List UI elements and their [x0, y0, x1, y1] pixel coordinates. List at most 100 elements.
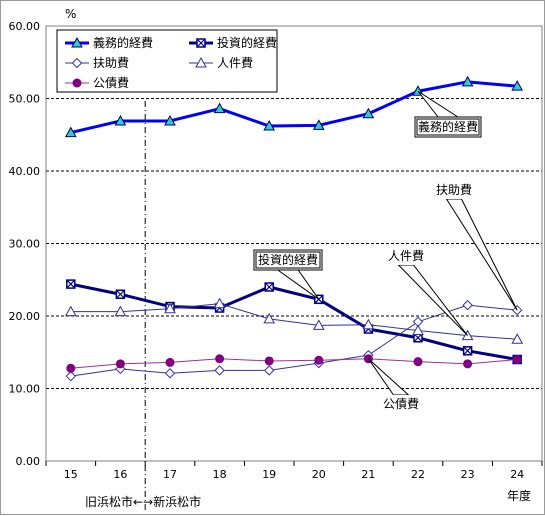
- legend-swatch-marker-1: [196, 38, 206, 48]
- series-4: [66, 354, 522, 373]
- legend-swatch-marker-0: [71, 36, 83, 48]
- series-line-0: [70, 80, 518, 135]
- data-point-2-0: [65, 370, 77, 382]
- data-point-0-1: [114, 114, 127, 126]
- callout-box-2: [253, 249, 323, 271]
- legend-item-0: 義務的経費: [65, 35, 153, 50]
- callout-0: 義務的経費: [414, 90, 482, 138]
- data-point-4-3: [215, 354, 225, 364]
- data-point-4-4: [264, 356, 274, 366]
- callout-label-0: 義務的経費: [418, 119, 478, 134]
- callout-pointer-4: [367, 358, 410, 396]
- data-point-1-4: [264, 282, 274, 292]
- x-tick-label: 15: [64, 468, 78, 481]
- callout-label-1: 扶助費: [436, 182, 472, 197]
- legend-item-2: 扶助費: [65, 55, 129, 70]
- x-tick-label: 17: [163, 468, 177, 481]
- x-tick-label: 20: [312, 468, 326, 481]
- callout-box-0: [414, 116, 482, 138]
- data-point-3-3: [213, 297, 226, 309]
- callout-label-4: 公債費: [383, 396, 419, 411]
- data-point-2-8: [462, 299, 473, 311]
- data-point-1-0-x2: [66, 279, 76, 289]
- series-line-2: [70, 304, 518, 377]
- legend-item-4: 公債費: [65, 75, 129, 90]
- legend-box: [56, 29, 278, 93]
- data-point-0-2: [164, 114, 176, 126]
- x-tick-label: 18: [213, 468, 227, 481]
- data-point-1-7: [413, 333, 423, 343]
- data-point-4-0: [66, 363, 76, 373]
- legend-label-4: 公債費: [93, 75, 129, 90]
- x-tick-label: 19: [262, 468, 276, 481]
- data-point-1-0: [66, 279, 76, 289]
- legend-item-1: 投資的経費: [189, 35, 277, 50]
- data-point-1-8-x2: [463, 346, 473, 356]
- y-tick-label: 50.00: [9, 93, 41, 106]
- y-tick-label: 30.00: [9, 238, 41, 251]
- callout-pointer-3: [397, 264, 468, 336]
- data-point-0-3: [213, 102, 226, 114]
- legend-label-2: 扶助費: [93, 55, 129, 70]
- callout-4: 公債費: [367, 358, 426, 413]
- series-0: [64, 75, 524, 138]
- x-tick-label: 16: [113, 468, 127, 481]
- callout-bg-1: [429, 181, 479, 199]
- data-point-2-2: [164, 368, 176, 379]
- legend-swatch-marker-3: [195, 56, 207, 68]
- data-point-1-1: [115, 289, 126, 299]
- data-point-3-0: [64, 305, 77, 317]
- data-point-4-5: [314, 355, 324, 365]
- callout-2: 投資的経費: [253, 249, 323, 300]
- data-point-1-8: [462, 346, 473, 356]
- data-point-3-1: [114, 305, 127, 317]
- data-point-1-4-x2: [264, 282, 274, 292]
- data-point-3-4: [263, 312, 276, 324]
- data-point-0-9: [511, 80, 524, 91]
- x-axis: 15 16 17 18 19 20 21 22 23 24: [45, 461, 543, 481]
- callout-1: 扶助費: [429, 181, 518, 311]
- legend-item-3: 人件費: [189, 55, 253, 70]
- callout-box-inner-2: [255, 251, 321, 269]
- x-tick-label: 23: [461, 468, 475, 481]
- data-point-0-6: [362, 107, 375, 119]
- series-line-3: [70, 303, 518, 340]
- data-point-4-9: [512, 355, 522, 364]
- data-point-2-3: [214, 365, 225, 376]
- x-tick-label: 24: [510, 468, 524, 481]
- callout-3: 人件費: [381, 247, 468, 336]
- y-tick-label: 20.00: [9, 310, 41, 323]
- data-point-4-1: [115, 359, 125, 369]
- callout-pointer-0: [417, 90, 460, 118]
- data-point-1-7-x2: [413, 333, 423, 343]
- y-axis: 0.00 10.00 20.00 30.00 40.00 50.00 60.00: [9, 20, 41, 468]
- data-point-3-6: [362, 318, 375, 330]
- data-point-0-4: [263, 120, 276, 131]
- data-point-0-5: [312, 119, 325, 130]
- series-2: [65, 299, 523, 382]
- legend-swatch-marker-1-x2: [196, 38, 206, 48]
- data-point-3-9: [511, 333, 524, 344]
- callout-box-inner-0: [416, 118, 480, 136]
- y-tick-label: 60.00: [9, 20, 41, 33]
- x-tick-label: 21: [361, 468, 375, 481]
- data-point-4-8: [463, 359, 473, 369]
- series-3: [64, 297, 524, 344]
- legend-swatch-marker-4: [72, 78, 82, 88]
- data-point-0-0: [64, 126, 77, 138]
- callout-bg-3: [381, 247, 431, 265]
- legend-label-3: 人件費: [217, 55, 253, 70]
- data-point-0-8: [461, 75, 474, 87]
- era-note: 旧浜松市←→新浜松市: [85, 494, 201, 509]
- series-line-4: [70, 358, 518, 369]
- y-tick-label: 10.00: [9, 383, 41, 396]
- data-point-3-2: [164, 302, 176, 314]
- data-point-1-1-x2: [115, 289, 125, 299]
- x-axis-label: 年度: [507, 488, 531, 503]
- callout-bg-4: [376, 395, 426, 413]
- callout-label-2: 投資的経費: [258, 252, 318, 267]
